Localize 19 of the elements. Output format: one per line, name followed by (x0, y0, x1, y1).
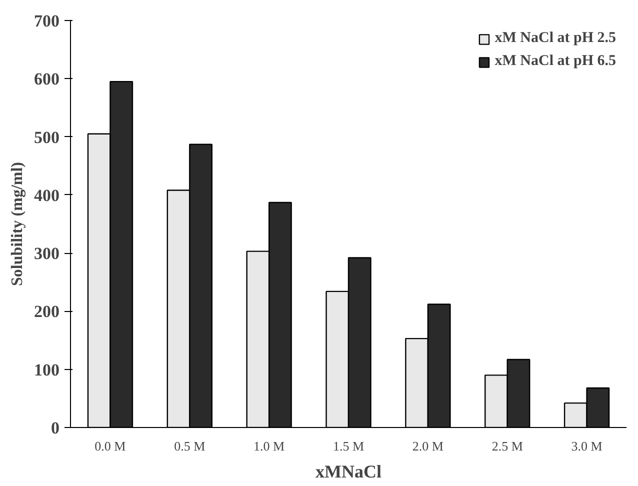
x-tick-label: 1.5 M (332, 438, 364, 454)
y-tick-label: 200 (34, 302, 60, 322)
x-tick-label: 2.0 M (412, 438, 444, 454)
x-tick-label: 1.0 M (254, 438, 286, 454)
y-axis-title: Solubility (mg/ml) (9, 162, 26, 286)
y-tick-label: 300 (34, 244, 60, 264)
x-tick-label: 3.0 M (571, 438, 603, 454)
x-tick-label: 2.5 M (492, 438, 524, 454)
x-axis-title: xMNaCl (316, 462, 382, 482)
y-tick-label: 700 (34, 12, 60, 30)
legend-label: xM NaCl at pH 2.5 (494, 30, 616, 47)
y-tick-label: 400 (34, 186, 60, 205)
y-tick-label: 0 (51, 418, 60, 438)
legend-label: xM NaCl at pH 6.5 (494, 53, 616, 70)
y-tick-label: 500 (34, 128, 60, 147)
y-tick-label: 600 (34, 70, 60, 89)
x-tick-label: 0.5 M (174, 438, 206, 454)
y-tick-label: 100 (34, 360, 60, 380)
x-tick-label: 0.0 M (94, 438, 126, 454)
